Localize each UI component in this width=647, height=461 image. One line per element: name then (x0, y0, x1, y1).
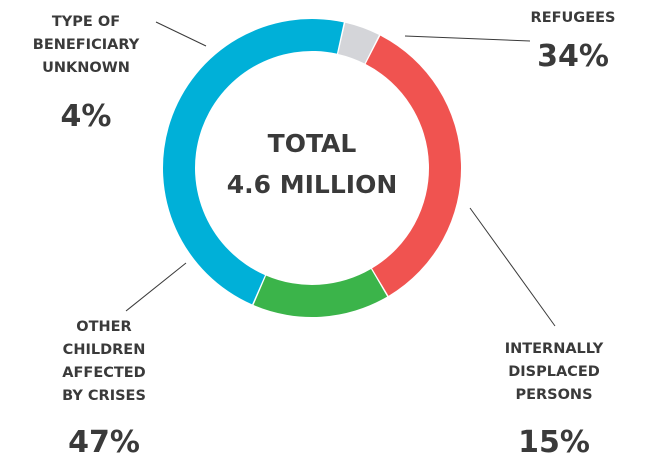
slice-label-line: TYPE OF (52, 14, 120, 30)
slice-unknown (338, 22, 379, 64)
slice-internally-displaced (253, 269, 388, 317)
center-label: TOTAL 4.6 MILLION (227, 129, 398, 199)
slice-label-line: INTERNALLY (505, 341, 604, 357)
donut-slices (163, 19, 462, 317)
slice-percentage: 4% (61, 99, 112, 134)
slice-label-line: REFUGEES (531, 10, 616, 26)
leader-lines (125, 21, 556, 327)
label-unknown: TYPE OF BENEFICIARY UNKNOWN 4% (33, 14, 140, 134)
slice-label-line: BENEFICIARY (33, 37, 140, 53)
slice-labels: REFUGEES 34% INTERNALLY DISPLACED PERSONS 15%… (33, 10, 616, 460)
center-total-value: 4.6 MILLION (227, 170, 398, 199)
slice-label-line: PERSONS (515, 387, 592, 403)
slice-label-line: DISPLACED (508, 364, 600, 380)
slice-refugees (365, 35, 462, 296)
slice-label-line: UNKNOWN (42, 60, 130, 76)
slice-label-line: OTHER (76, 319, 131, 335)
leader-refugees (404, 35, 531, 42)
slice-label-line: CHILDREN (63, 342, 146, 358)
slice-percentage: 15% (518, 425, 590, 460)
slice-other-children (163, 19, 344, 305)
label-internally-displaced: INTERNALLY DISPLACED PERSONS 15% (505, 341, 604, 460)
label-other-children: OTHER CHILDREN AFFECTED BY CRISES 47% (62, 319, 146, 460)
label-refugees: REFUGEES 34% (531, 10, 616, 74)
slice-label-line: BY CRISES (62, 388, 146, 404)
slice-label-line: AFFECTED (62, 365, 145, 381)
leader-internally-displaced (469, 207, 556, 327)
slice-percentage: 34% (537, 39, 609, 74)
leader-unknown (155, 21, 207, 47)
center-total-label: TOTAL (268, 129, 357, 158)
slice-percentage: 47% (68, 425, 140, 460)
leader-other-children (125, 262, 187, 312)
